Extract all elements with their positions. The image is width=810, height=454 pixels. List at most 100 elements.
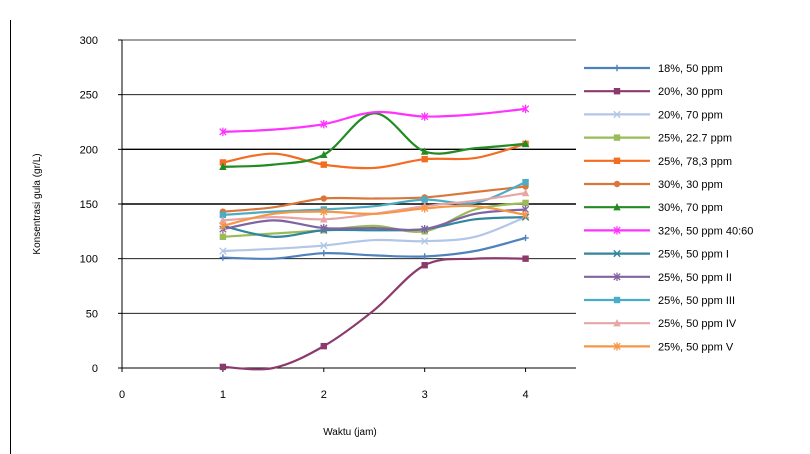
legend-item-5: 30%, 30 ppm <box>584 179 723 191</box>
series-line-12 <box>222 204 526 227</box>
legend-item-11: 25%, 50 ppm IV <box>584 318 737 330</box>
legend-swatch-marker-4 <box>613 157 621 164</box>
data-point-0-6 <box>522 234 529 242</box>
data-point-4-4 <box>421 155 428 163</box>
legend-swatch-marker-3 <box>613 134 621 141</box>
data-point-11-6 <box>521 188 530 197</box>
frame-line <box>10 20 11 454</box>
data-point-6-2 <box>320 150 328 158</box>
data-point-2-4 <box>420 237 429 245</box>
y-tick-label-50: 50 <box>86 308 98 320</box>
legend-label-2: 20%, 70 ppm <box>658 109 723 121</box>
y-tick-label-300: 300 <box>80 35 98 47</box>
series-line-3 <box>222 201 526 238</box>
legend-label-8: 25%, 50 ppm I <box>658 249 729 261</box>
legend-label-10: 25%, 50 ppm III <box>658 295 735 307</box>
data-point-12-0 <box>219 221 227 231</box>
data-point-10-6 <box>522 178 529 186</box>
data-point-0-2 <box>320 250 327 257</box>
legend-swatch-marker-8 <box>613 249 621 258</box>
data-point-12-6 <box>521 210 530 220</box>
legend-item-2: 20%, 70 ppm <box>584 109 723 121</box>
data-point-12-2 <box>320 207 328 216</box>
legend-swatch-marker-12 <box>613 342 621 351</box>
legend-item-4: 25%, 78,3 ppm <box>584 156 732 168</box>
legend-item-6: 30%, 70 ppm <box>584 202 723 214</box>
y-tick-label-200: 200 <box>80 144 98 156</box>
x-tick-label-4: 4 <box>522 389 528 401</box>
data-point-6-6 <box>521 139 530 148</box>
legend-item-10: 25%, 50 ppm III <box>584 295 735 307</box>
legend-swatch-marker-9 <box>613 272 621 281</box>
data-point-10-4 <box>421 196 428 203</box>
data-point-1-4 <box>421 262 428 269</box>
legend-swatch-marker-5 <box>613 180 621 188</box>
legend-label-5: 30%, 30 ppm <box>658 179 723 191</box>
legend-label-9: 25%, 50 ppm II <box>658 272 732 284</box>
legend-label-3: 25%, 22.7 ppm <box>658 133 732 145</box>
y-axis-title: Konsentrasi gula (gr/L) <box>32 153 43 254</box>
legend-swatch-marker-10 <box>613 296 621 304</box>
data-point-4-0 <box>219 159 227 166</box>
data-point-1-2 <box>320 342 327 350</box>
legend-item-12: 25%, 50 ppm V <box>584 341 734 353</box>
legend-swatch-marker-6 <box>613 203 621 211</box>
data-point-5-2 <box>320 195 327 202</box>
y-tick-label-150: 150 <box>80 199 98 211</box>
series-line-1 <box>222 257 526 371</box>
series-line-2 <box>222 216 526 253</box>
series-line-10 <box>222 181 526 217</box>
series-line-6 <box>222 112 526 168</box>
data-point-0-0 <box>219 254 227 261</box>
legend: 18%, 50 ppm 20%, 30 ppm 20%, 70 ppm 25%, 22… <box>584 63 753 353</box>
data-point-0-4 <box>421 253 428 260</box>
x-tick-label-1: 1 <box>220 389 226 401</box>
data-point-11-2 <box>320 215 328 223</box>
legend-swatch-marker-2 <box>613 110 621 119</box>
legend-label-6: 30%, 70 ppm <box>658 202 723 214</box>
legend-item-8: 25%, 50 ppm I <box>584 249 729 261</box>
series-line-9 <box>222 208 526 232</box>
data-point-2-2 <box>320 241 328 250</box>
legend-swatch-marker-11 <box>613 319 621 327</box>
x-tick-label-0: 0 <box>119 389 125 401</box>
data-point-9-4 <box>421 224 429 234</box>
series-line-8 <box>222 216 526 238</box>
data-point-3-0 <box>219 233 227 240</box>
legend-label-11: 25%, 50 ppm IV <box>658 318 737 330</box>
legend-item-1: 20%, 30 ppm <box>584 86 723 98</box>
legend-label-7: 32%, 50 ppm 40:60 <box>658 225 753 237</box>
legend-swatch-marker-1 <box>613 88 621 95</box>
legend-swatch-marker-7 <box>613 226 621 235</box>
legend-item-7: 32%, 50 ppm 40:60 <box>584 225 753 237</box>
legend-label-4: 25%, 78,3 ppm <box>658 156 732 168</box>
data-point-4-2 <box>320 161 327 168</box>
data-point-9-2 <box>320 223 328 233</box>
data-point-12-4 <box>421 204 429 213</box>
data-point-2-0 <box>219 247 227 255</box>
legend-swatch-marker-0 <box>613 64 621 72</box>
data-point-6-0 <box>219 162 227 171</box>
y-tick-label-0: 0 <box>92 363 98 375</box>
x-axis-title: Waktu (jam) <box>323 427 377 438</box>
series-line-4 <box>222 142 526 170</box>
series-group <box>219 104 530 371</box>
data-point-1-0 <box>219 363 227 371</box>
data-point-10-0 <box>219 211 227 219</box>
data-point-7-4 <box>421 112 429 121</box>
legend-item-9: 25%, 50 ppm II <box>584 272 732 284</box>
y-tick-label-250: 250 <box>80 90 98 102</box>
series-line-7 <box>222 107 526 133</box>
data-point-1-6 <box>522 255 529 262</box>
data-point-6-4 <box>420 147 429 155</box>
legend-label-1: 20%, 30 ppm <box>658 86 723 98</box>
x-tick-label-3: 3 <box>422 389 428 401</box>
series-line-0 <box>222 236 526 260</box>
data-point-7-0 <box>219 127 227 137</box>
series-line-5 <box>222 185 526 213</box>
legend-label-12: 25%, 50 ppm V <box>658 341 734 353</box>
y-tick-label-100: 100 <box>80 254 98 266</box>
data-point-7-2 <box>320 119 328 129</box>
legend-label-0: 18%, 50 ppm <box>658 63 723 75</box>
